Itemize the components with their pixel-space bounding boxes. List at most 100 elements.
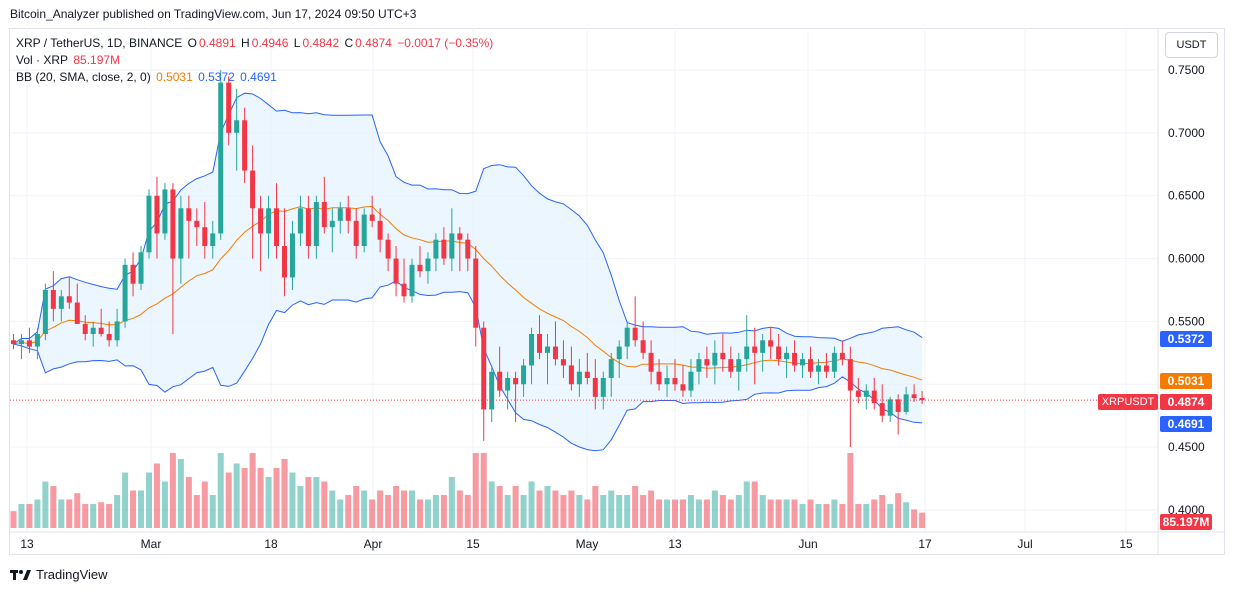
volume-bar (783, 499, 790, 528)
candle-body (242, 120, 248, 171)
volume-bar (488, 481, 495, 528)
candle-body (234, 120, 240, 133)
candle-body (186, 208, 192, 221)
candle-body (401, 283, 407, 297)
volume-bar (448, 477, 455, 528)
volume-bar (767, 499, 774, 528)
volume-bar (90, 504, 97, 528)
time-axis: 13 Mar 18 Apr 15 May 13 Jun 17 Jul 15 (20, 537, 1133, 551)
candle (489, 365, 495, 422)
candle-body (146, 195, 152, 253)
volume-bar (305, 477, 312, 528)
candle (281, 208, 287, 297)
low-label: L (293, 36, 301, 50)
candle-body (576, 371, 582, 385)
candle-body (776, 346, 782, 360)
candle (98, 308, 104, 337)
high-value: 0.4946 (251, 36, 289, 50)
volume-bar (672, 499, 679, 528)
candle (712, 340, 718, 385)
volume-bar (775, 499, 782, 528)
candle (18, 334, 24, 360)
candle-body (361, 214, 367, 246)
candle-body (505, 378, 511, 391)
candle-body (513, 378, 519, 385)
candle-body (250, 170, 256, 209)
volume-bar (552, 490, 559, 528)
time-tick-label: 13 (20, 537, 34, 551)
candle (680, 365, 686, 397)
candle-body (425, 258, 431, 272)
bb-mid-value: 0.5031 (156, 70, 193, 84)
volume-bar (409, 490, 415, 528)
volume-bar (66, 499, 73, 528)
volume-bar (656, 499, 663, 528)
candle (242, 107, 248, 184)
volume-bar (472, 453, 479, 528)
volume-bar (584, 499, 591, 528)
candle (624, 321, 630, 360)
volume-bar (177, 459, 184, 528)
candle (592, 359, 598, 410)
volume-bar (432, 495, 439, 528)
volume-bar (161, 481, 168, 528)
candle (720, 334, 726, 372)
open-value: 0.4891 (198, 36, 236, 50)
candle-body (592, 378, 598, 397)
volume-bar (640, 495, 647, 528)
candle (815, 359, 821, 385)
candle-body (457, 233, 463, 240)
candle-body (258, 208, 264, 234)
bollinger-band-fill (13, 93, 923, 451)
candle-body (26, 340, 32, 347)
candle (138, 246, 144, 290)
candle (497, 346, 503, 397)
candle-body (808, 359, 813, 372)
candle-body (879, 403, 885, 416)
candle (146, 189, 152, 259)
candle (194, 208, 200, 246)
candle (289, 220, 295, 290)
volume-bar (719, 495, 726, 528)
candle (26, 327, 32, 353)
volume-bar (624, 495, 631, 528)
currency-button[interactable]: USDT (1165, 32, 1218, 58)
candle-body (226, 82, 232, 133)
candle-body (162, 189, 168, 234)
time-tick-label: Jun (798, 537, 817, 551)
symbol-tag: XRPUSDT (1098, 394, 1158, 410)
ohlc-legend: XRP / TetherUS, 1D, BINANCE O 0.4891 H 0.4… (16, 36, 495, 50)
candle (696, 352, 702, 385)
candle-body (895, 399, 901, 412)
candle-body (154, 195, 160, 234)
candle (560, 340, 566, 378)
candle-body (871, 390, 877, 404)
candle (90, 321, 96, 347)
candle (154, 176, 160, 259)
close-label: C (344, 36, 354, 50)
candle (337, 202, 343, 234)
candle (457, 227, 463, 272)
volume-bar (169, 453, 176, 528)
volume-bar (480, 453, 487, 528)
candle-body (704, 359, 710, 366)
candle (449, 208, 455, 272)
volume-bar (823, 504, 830, 528)
candle-body (847, 359, 853, 391)
volume-bar (791, 499, 798, 528)
candle (537, 315, 543, 360)
volume-bar (464, 495, 471, 528)
candle-body (441, 239, 447, 259)
volume-bar (145, 472, 152, 528)
volume-bar (138, 490, 145, 528)
candle (664, 365, 670, 397)
candle-body (90, 327, 96, 334)
candle-body (863, 390, 869, 397)
candle-body (696, 359, 702, 372)
candle-body (82, 323, 88, 334)
volume-bar (385, 495, 392, 528)
candle-body (465, 239, 471, 259)
candle-body (377, 220, 383, 240)
candle (808, 346, 813, 378)
